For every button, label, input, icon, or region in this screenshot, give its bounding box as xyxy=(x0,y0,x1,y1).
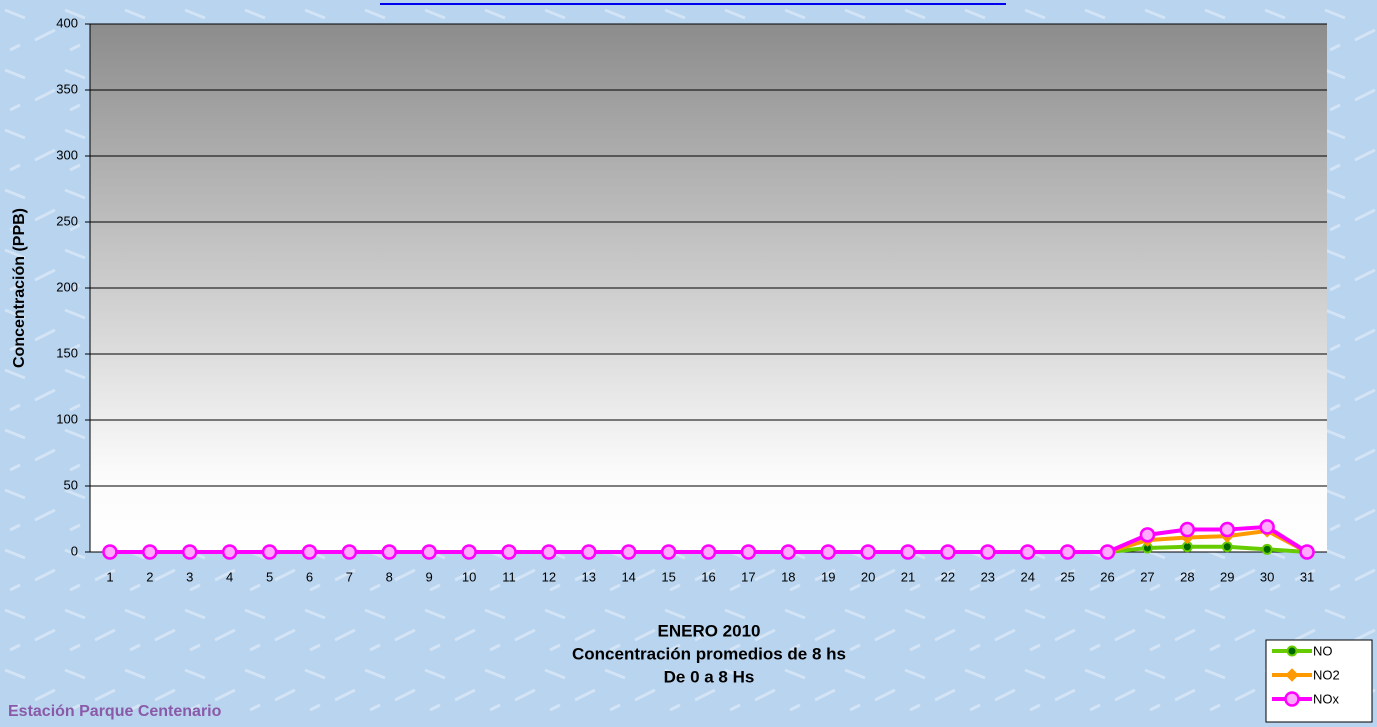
marker xyxy=(1219,521,1235,538)
marker xyxy=(1259,519,1275,535)
marker xyxy=(900,544,916,560)
marker xyxy=(700,544,717,560)
x-tick-label: 19 xyxy=(821,569,835,584)
marker xyxy=(381,544,398,560)
x-tick-label: 7 xyxy=(346,569,353,584)
x-tick-label: 3 xyxy=(186,569,193,584)
x-tick-label: 25 xyxy=(1060,569,1074,584)
marker xyxy=(940,544,956,560)
y-tick-label: 350 xyxy=(56,81,78,96)
marker xyxy=(820,544,836,560)
marker xyxy=(1221,541,1233,553)
x-tick-label: 1 xyxy=(106,569,113,584)
marker xyxy=(1299,544,1315,560)
x-tick-label: 22 xyxy=(941,569,955,584)
marker xyxy=(1285,668,1299,682)
x-tick-label: 5 xyxy=(266,569,273,584)
marker xyxy=(1284,691,1300,707)
x-tick-label: 10 xyxy=(462,569,476,584)
legend xyxy=(1265,639,1373,723)
y-tick-label: 100 xyxy=(56,411,78,426)
x-tick-label: 17 xyxy=(741,569,755,584)
marker xyxy=(780,544,797,560)
marker xyxy=(341,544,358,560)
x-tick-label: 26 xyxy=(1100,569,1114,584)
marker xyxy=(261,544,278,560)
marker xyxy=(1019,544,1036,560)
marker xyxy=(501,544,517,560)
marker xyxy=(102,544,118,560)
marker xyxy=(980,544,996,560)
y-tick-label: 0 xyxy=(71,543,78,558)
marker xyxy=(301,544,318,560)
x-tick-label: 12 xyxy=(542,569,556,584)
x-tick-label: 16 xyxy=(701,569,715,584)
x-tick-label: 30 xyxy=(1260,569,1274,584)
marker xyxy=(860,544,876,560)
marker xyxy=(581,544,597,560)
chart-title: ENERO 2010 xyxy=(658,621,761,640)
y-tick-label: 150 xyxy=(56,345,78,360)
y-tick-label: 250 xyxy=(56,213,78,228)
x-tick-label: 21 xyxy=(901,569,915,584)
marker xyxy=(221,544,238,560)
marker xyxy=(1139,527,1156,543)
marker xyxy=(461,544,477,560)
marker xyxy=(740,544,757,560)
y-tick-label: 50 xyxy=(64,477,78,492)
y-tick-label: 300 xyxy=(56,147,78,162)
x-tick-label: 8 xyxy=(386,569,393,584)
chart-subtitle: Concentración promedios de 8 hs xyxy=(572,644,846,663)
y-tick-label: 200 xyxy=(56,279,78,294)
x-tick-label: 28 xyxy=(1180,569,1194,584)
x-tick-label: 11 xyxy=(502,569,516,584)
marker xyxy=(620,544,637,560)
x-tick-label: 13 xyxy=(582,569,596,584)
footer: Estación Parque Centenario xyxy=(8,703,222,720)
marker xyxy=(660,544,677,560)
marker xyxy=(1179,521,1196,538)
x-tick-label: 24 xyxy=(1020,569,1034,584)
x-tick-label: 29 xyxy=(1220,569,1234,584)
x-tick-label: 27 xyxy=(1140,569,1154,584)
marker xyxy=(142,544,158,560)
x-tick-label: 14 xyxy=(621,569,635,584)
x-tick-label: 23 xyxy=(981,569,995,584)
x-tick-label: 6 xyxy=(306,569,313,584)
y-tick-label: 400 xyxy=(56,15,78,30)
legend-label: NO xyxy=(1313,643,1333,658)
x-tick-label: 18 xyxy=(781,569,795,584)
marker xyxy=(541,544,557,560)
marker xyxy=(1059,544,1076,560)
marker xyxy=(1286,645,1298,657)
x-tick-label: 31 xyxy=(1300,569,1314,584)
legend-label: NO2 xyxy=(1313,667,1340,682)
marker xyxy=(1261,543,1273,555)
x-tick-label: 2 xyxy=(146,569,153,584)
legend-label: NOx xyxy=(1313,691,1340,706)
marker xyxy=(1099,544,1116,560)
x-tick-label: 20 xyxy=(861,569,875,584)
x-tick-label: 9 xyxy=(426,569,433,584)
y-axis-label: Concentración (PPB) xyxy=(11,208,28,368)
marker xyxy=(182,544,198,560)
chart-subtitle: De 0 a 8 Hs xyxy=(664,667,755,686)
marker xyxy=(421,544,437,560)
x-tick-label: 15 xyxy=(661,569,675,584)
x-tick-label: 4 xyxy=(226,569,233,584)
